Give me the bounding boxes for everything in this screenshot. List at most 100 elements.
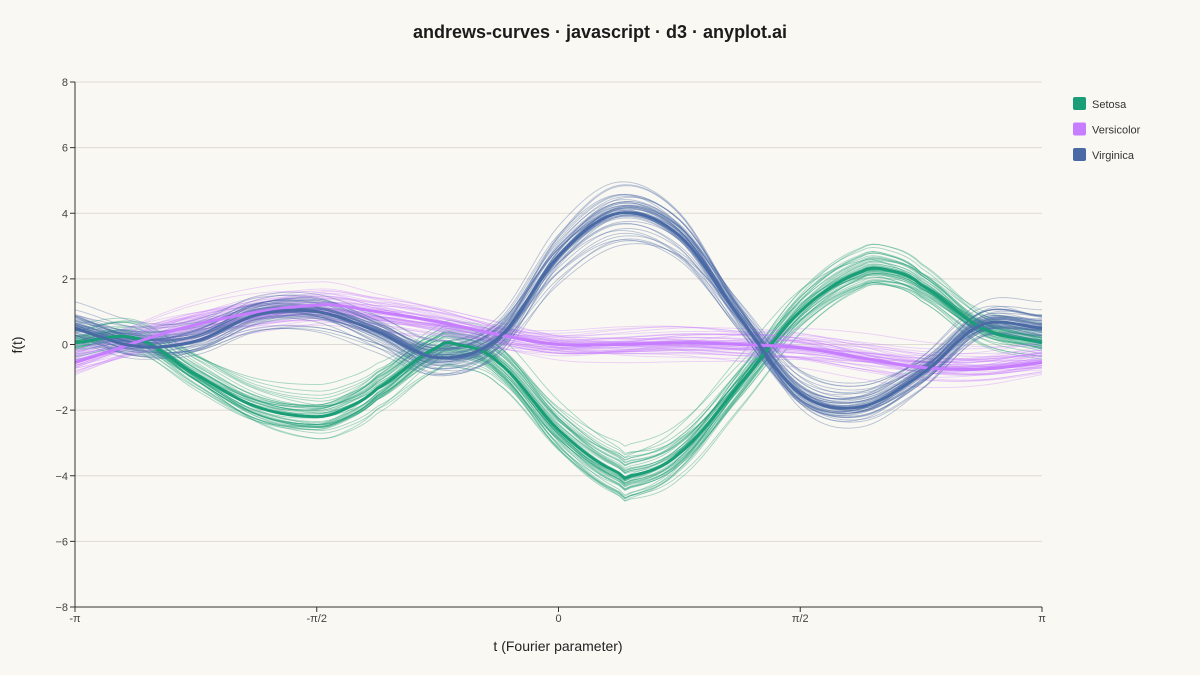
sample-curve-versicolor bbox=[74, 321, 1043, 369]
sample-curve-versicolor bbox=[74, 297, 1043, 375]
tick-labels-layer: 8 6 4 2 0 −2 −4 −6 −8-π -π/2 0 π/2 π bbox=[55, 77, 1046, 625]
sample-curve-versicolor bbox=[74, 301, 1043, 357]
sample-curve-setosa bbox=[74, 269, 1043, 461]
sample-curve-setosa bbox=[74, 251, 1043, 502]
sample-curve-setosa bbox=[74, 255, 1043, 467]
legend-swatch-virginica bbox=[1073, 148, 1086, 161]
x-tick-label: π/2 bbox=[792, 613, 809, 625]
sample-curve-setosa bbox=[74, 252, 1043, 487]
sample-curve-virginica bbox=[74, 220, 1043, 387]
sample-curve-versicolor bbox=[74, 293, 1043, 368]
sample-curve-virginica bbox=[74, 211, 1043, 407]
sample-curve-versicolor bbox=[74, 301, 1043, 358]
sample-curve-versicolor bbox=[74, 308, 1043, 362]
mean-curves-layer bbox=[74, 211, 1043, 480]
sample-curve-virginica bbox=[74, 193, 1043, 396]
y-tick-label: 0 bbox=[62, 340, 68, 352]
sample-curve-setosa bbox=[74, 244, 1043, 497]
sample-curve-virginica bbox=[74, 210, 1042, 398]
sample-curve-virginica bbox=[74, 196, 1043, 406]
sample-curve-versicolor bbox=[74, 309, 1043, 363]
chart-title: andrews-curves · javascript · d3 · anypl… bbox=[412, 22, 788, 42]
sample-curve-setosa bbox=[74, 281, 1043, 499]
y-tick-label: −8 bbox=[55, 602, 68, 614]
sample-curve-setosa bbox=[74, 246, 1043, 484]
legend-label-virginica: Virginica bbox=[1092, 150, 1135, 162]
sample-curve-virginica bbox=[74, 194, 1043, 412]
x-tick-label: π bbox=[1038, 613, 1046, 625]
sample-curve-versicolor bbox=[74, 311, 1043, 361]
sample-curve-setosa bbox=[74, 265, 1043, 475]
sample-curve-versicolor bbox=[74, 302, 1043, 369]
sample-curve-setosa bbox=[74, 270, 1043, 447]
sample-curve-versicolor bbox=[74, 318, 1043, 374]
sample-curve-setosa bbox=[74, 257, 1043, 461]
x-tick-label: -π/2 bbox=[307, 613, 327, 625]
sample-curve-setosa bbox=[74, 269, 1043, 466]
sample-curve-setosa bbox=[74, 280, 1043, 459]
sample-curve-versicolor bbox=[74, 301, 1043, 375]
sample-curve-versicolor bbox=[74, 281, 1043, 364]
legend-label-versicolor: Versicolor bbox=[1092, 125, 1141, 137]
sample-curve-setosa bbox=[74, 263, 1043, 478]
sample-curve-setosa bbox=[74, 282, 1043, 491]
sample-curve-setosa bbox=[74, 282, 1043, 487]
y-tick-label: 2 bbox=[62, 274, 68, 286]
sample-curve-virginica bbox=[74, 217, 1043, 400]
sample-curve-setosa bbox=[74, 261, 1043, 482]
sample-curve-setosa bbox=[74, 264, 1043, 486]
sample-curve-setosa bbox=[74, 274, 1043, 474]
sample-curve-virginica bbox=[74, 181, 1043, 415]
y-tick-label: −4 bbox=[55, 471, 68, 483]
sample-curve-setosa bbox=[74, 273, 1043, 490]
sample-curve-setosa bbox=[74, 272, 1043, 484]
sample-curve-versicolor bbox=[74, 316, 1043, 370]
sample-curve-virginica bbox=[74, 201, 1043, 400]
sample-curve-setosa bbox=[74, 272, 1043, 466]
sample-curve-versicolor bbox=[74, 313, 1043, 362]
legend-swatch-setosa bbox=[1073, 97, 1086, 110]
sample-curve-versicolor bbox=[74, 298, 1043, 354]
sample-curve-setosa bbox=[74, 270, 1043, 479]
mean-curve-virginica bbox=[74, 211, 1043, 410]
sample-curve-setosa bbox=[74, 283, 1043, 471]
sample-curve-setosa bbox=[74, 260, 1043, 472]
sample-curve-virginica bbox=[74, 206, 1043, 403]
sample-curve-virginica bbox=[74, 199, 1043, 400]
legend: Setosa Versicolor Virginica bbox=[1073, 97, 1141, 162]
sample-curve-setosa bbox=[74, 274, 1043, 469]
sample-curve-virginica bbox=[74, 232, 1043, 412]
sample-curve-setosa bbox=[74, 259, 1043, 458]
sample-curve-setosa bbox=[74, 284, 1043, 502]
sample-curve-setosa bbox=[74, 279, 1043, 454]
sample-curves-layer bbox=[74, 181, 1043, 502]
sample-curve-versicolor bbox=[74, 296, 1043, 373]
sample-curve-virginica bbox=[74, 238, 1043, 414]
sample-curve-versicolor bbox=[74, 301, 1043, 362]
sample-curve-virginica bbox=[74, 239, 1043, 402]
y-tick-label: −6 bbox=[55, 536, 68, 548]
x-tick-label: -π bbox=[69, 613, 81, 625]
sample-curve-versicolor bbox=[74, 307, 1043, 350]
sample-curve-versicolor bbox=[74, 310, 1043, 371]
sample-curve-setosa bbox=[74, 276, 1043, 464]
y-axis-label: f(t) bbox=[9, 336, 25, 353]
sample-curve-setosa bbox=[74, 273, 1043, 478]
sample-curve-versicolor bbox=[74, 290, 1043, 369]
sample-curve-virginica bbox=[74, 240, 1043, 393]
sample-curve-virginica bbox=[74, 207, 1043, 404]
sample-curve-virginica bbox=[74, 202, 1043, 410]
sample-curve-setosa bbox=[74, 260, 1043, 486]
legend-label-setosa: Setosa bbox=[1092, 99, 1127, 111]
sample-curve-setosa bbox=[74, 257, 1043, 492]
mean-curve-setosa bbox=[74, 266, 1043, 480]
sample-curve-virginica bbox=[74, 222, 1043, 417]
y-tick-label: −2 bbox=[55, 405, 68, 417]
sample-curve-versicolor bbox=[74, 293, 1043, 360]
legend-swatch-versicolor bbox=[1073, 122, 1086, 136]
sample-curve-setosa bbox=[74, 273, 1043, 484]
sample-curve-versicolor bbox=[74, 308, 1043, 370]
sample-curve-virginica bbox=[74, 205, 1043, 419]
sample-curve-virginica bbox=[74, 243, 1043, 384]
